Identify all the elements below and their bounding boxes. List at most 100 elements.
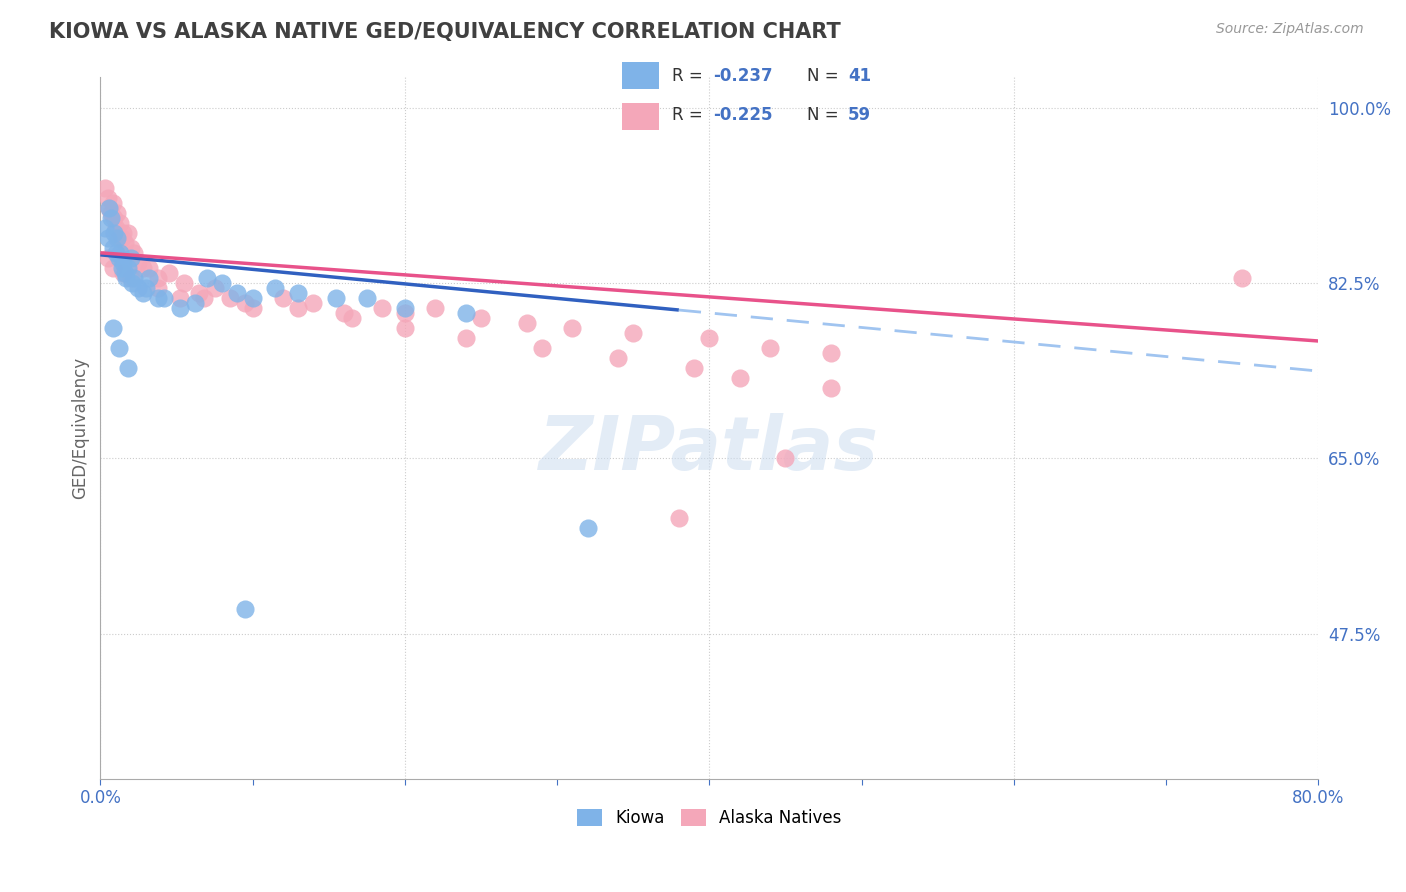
Text: -0.225: -0.225 [713, 106, 772, 124]
Text: -0.237: -0.237 [713, 67, 772, 85]
Point [287, 285, 309, 300]
Text: 41: 41 [848, 67, 870, 85]
Point [454, 331, 477, 345]
Point [101, 241, 124, 255]
Point [120, 251, 142, 265]
Point [107, 341, 129, 355]
Y-axis label: GED/Equivalency: GED/Equivalency [72, 357, 89, 500]
Point [204, 281, 226, 295]
Text: N =: N = [807, 67, 844, 85]
Point [425, 301, 447, 315]
Point [105, 231, 128, 245]
Point [193, 291, 215, 305]
Point [302, 296, 325, 310]
Point [101, 321, 124, 335]
Point [820, 346, 842, 360]
Point [100, 211, 122, 225]
Point [530, 341, 553, 355]
Point [105, 205, 128, 219]
Point [195, 271, 218, 285]
Point [226, 285, 249, 300]
Point [103, 211, 125, 225]
Point [135, 281, 157, 295]
Text: ZIPatlas: ZIPatlas [540, 413, 879, 486]
Point [101, 195, 124, 210]
Legend: Kiowa, Alaska Natives: Kiowa, Alaska Natives [569, 802, 849, 834]
Point [1230, 271, 1253, 285]
Point [107, 251, 129, 265]
Point [112, 256, 135, 270]
Point [576, 521, 599, 535]
Point [104, 220, 127, 235]
Point [148, 271, 170, 285]
Point [114, 266, 136, 280]
Point [115, 271, 138, 285]
Point [127, 281, 149, 295]
Point [233, 601, 256, 615]
Point [107, 231, 129, 245]
Point [561, 321, 583, 335]
Point [394, 306, 416, 320]
Point [132, 260, 155, 275]
Point [394, 321, 416, 335]
Point [287, 301, 309, 315]
Point [117, 361, 139, 376]
Point [122, 271, 145, 285]
Point [98, 201, 121, 215]
Point [516, 316, 538, 330]
Text: R =: R = [672, 67, 709, 85]
Point [668, 511, 690, 525]
Point [759, 341, 782, 355]
FancyBboxPatch shape [621, 103, 659, 130]
Point [101, 260, 124, 275]
Point [775, 451, 797, 466]
Point [94, 180, 117, 194]
Point [98, 201, 121, 215]
Point [728, 371, 751, 385]
Point [607, 351, 630, 365]
Point [211, 276, 233, 290]
Point [470, 310, 492, 325]
Point [111, 260, 134, 275]
Point [148, 281, 170, 295]
Point [138, 260, 160, 275]
Point [188, 285, 211, 300]
Point [371, 301, 394, 315]
Point [820, 381, 842, 395]
Point [103, 226, 125, 240]
Point [242, 291, 264, 305]
Point [132, 285, 155, 300]
Point [104, 245, 127, 260]
Point [218, 291, 240, 305]
Point [325, 291, 347, 305]
Point [242, 301, 264, 315]
Text: 59: 59 [848, 106, 870, 124]
Point [153, 291, 176, 305]
Point [111, 231, 134, 245]
Point [94, 220, 117, 235]
Point [114, 235, 136, 250]
Point [454, 306, 477, 320]
Point [169, 301, 191, 315]
Point [264, 281, 287, 295]
Point [394, 301, 416, 315]
Point [97, 191, 120, 205]
Point [117, 226, 139, 240]
Point [697, 331, 720, 345]
Point [683, 361, 706, 376]
Text: N =: N = [807, 106, 844, 124]
Point [148, 291, 170, 305]
Point [97, 231, 120, 245]
Point [121, 276, 143, 290]
Point [120, 271, 142, 285]
Point [120, 241, 142, 255]
Point [233, 296, 256, 310]
Text: R =: R = [672, 106, 709, 124]
Point [184, 296, 207, 310]
Point [621, 326, 644, 340]
Point [157, 266, 180, 280]
Point [108, 245, 131, 260]
Point [127, 256, 149, 270]
Point [271, 291, 294, 305]
Point [340, 310, 363, 325]
